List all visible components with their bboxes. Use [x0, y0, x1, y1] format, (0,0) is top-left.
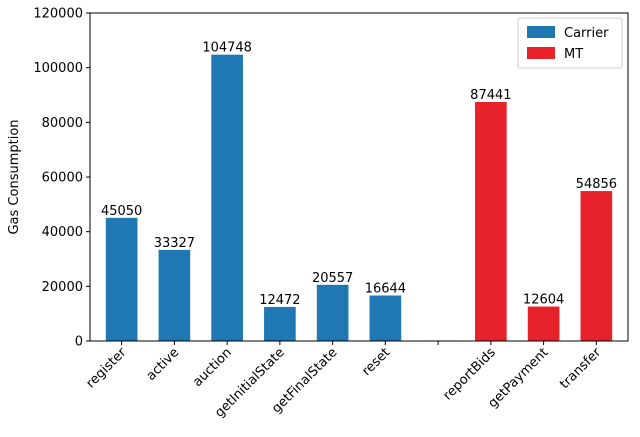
plot-area: 45050 33327 104748 12472 20557 16644 87441 1260…	[33, 7, 629, 421]
legend-label-mt: MT	[564, 47, 583, 62]
bar-value-label: 16644	[365, 282, 406, 297]
bar-value-label: 45050	[101, 204, 142, 219]
y-tick-label: 0	[75, 335, 83, 350]
x-tick-label: transfer	[557, 345, 604, 392]
bar-value-label: 12472	[259, 293, 300, 308]
bar-mt-transfer	[580, 191, 613, 341]
y-tick-label: 120000	[33, 7, 83, 22]
bar-carrier-getInitialState	[264, 306, 296, 341]
bar-mt-getPayment	[527, 306, 560, 341]
bar-carrier-active	[158, 249, 191, 341]
bar-value-label: 20557	[312, 271, 353, 286]
y-tick-label: 20000	[42, 280, 83, 295]
bar-carrier-register	[105, 217, 138, 341]
y-tick-label: 100000	[33, 61, 83, 76]
x-tick-label: auction	[190, 345, 235, 390]
bar-value-label: 33327	[154, 236, 195, 251]
legend-swatch-carrier	[527, 26, 555, 38]
y-axis-label: Gas Consumption	[7, 119, 22, 234]
y-tick-label: 40000	[42, 225, 83, 240]
bar-value-label: 87441	[470, 88, 511, 103]
bar-value-label: 54856	[576, 177, 617, 192]
bar-carrier-reset	[369, 295, 402, 341]
bar-carrier-getFinalState	[316, 284, 349, 341]
x-tick-label: register	[83, 345, 130, 392]
bar-value-label: 12604	[523, 293, 564, 308]
x-tick-label: active	[144, 345, 183, 384]
legend: Carrier MT	[517, 17, 623, 69]
bar-carrier-auction	[211, 54, 243, 341]
y-tick-label: 80000	[42, 116, 83, 131]
legend-swatch-mt	[527, 47, 555, 59]
x-tick-label: reset	[359, 345, 393, 379]
y-tick-label: 60000	[42, 171, 83, 186]
legend-label-carrier: Carrier	[564, 26, 609, 41]
bar-mt-reportBids	[475, 101, 507, 341]
bar-value-label: 104748	[202, 41, 252, 56]
